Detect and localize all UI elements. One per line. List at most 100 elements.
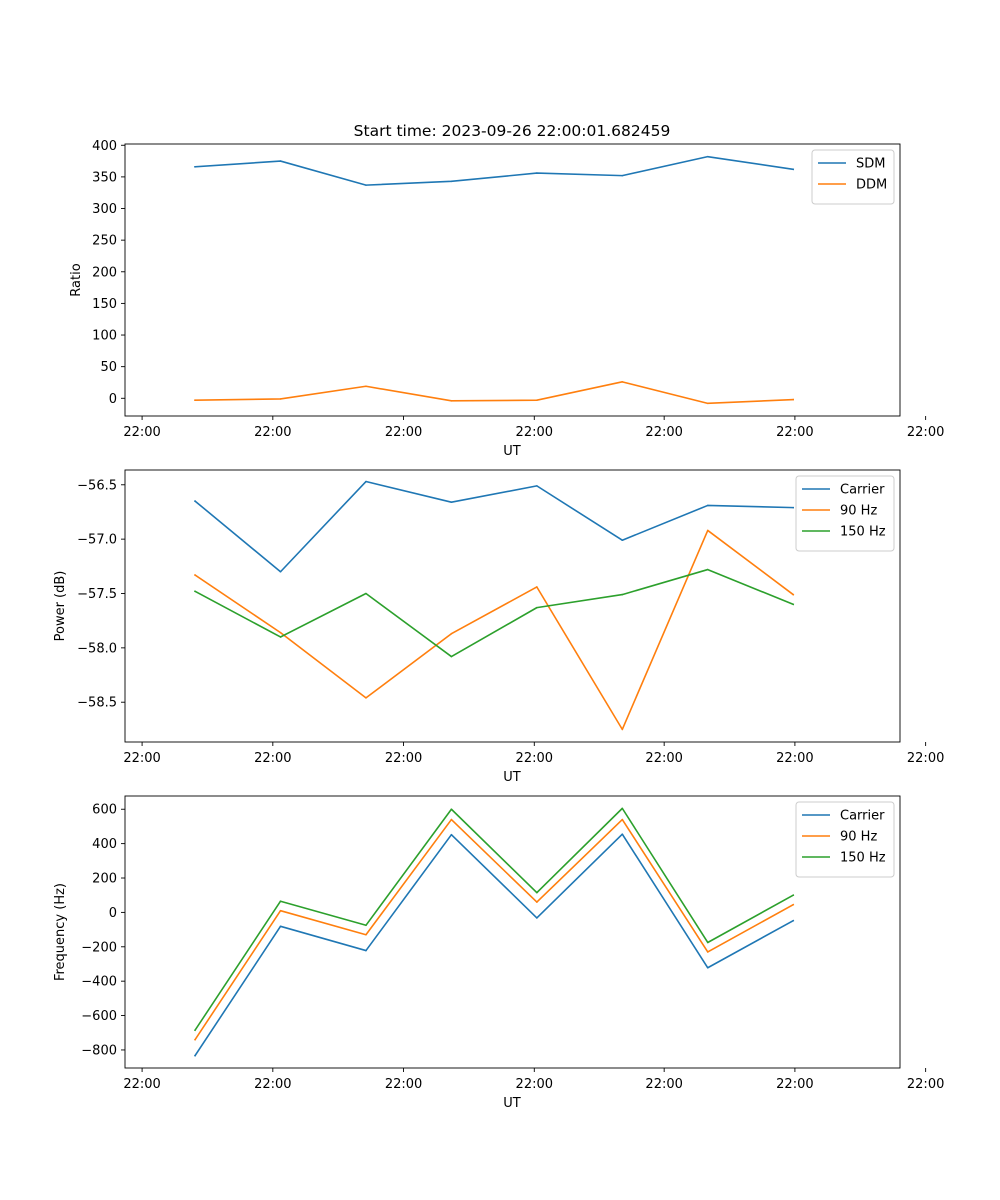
data-point bbox=[536, 399, 538, 401]
y-axis-label: Ratio bbox=[69, 263, 84, 296]
series-line-carrier bbox=[193, 833, 795, 1057]
data-point bbox=[706, 941, 709, 944]
series-line-90-hz bbox=[193, 529, 795, 731]
x-axis-label: UT bbox=[503, 770, 521, 785]
data-point bbox=[792, 919, 794, 922]
legend-label: DDM bbox=[856, 178, 887, 193]
x-tick-label: 22:00 bbox=[123, 751, 160, 766]
data-point bbox=[792, 398, 794, 401]
x-tick-label: 22:00 bbox=[254, 425, 291, 440]
data-point bbox=[450, 501, 453, 503]
data-point bbox=[279, 570, 282, 573]
y-tick-label: 100 bbox=[92, 329, 117, 344]
data-point bbox=[279, 631, 282, 634]
y-tick-label: −57.0 bbox=[77, 533, 117, 548]
y-tick-label: −200 bbox=[81, 940, 117, 955]
series-line-sdm bbox=[194, 155, 795, 186]
x-tick-label: 22:00 bbox=[516, 751, 553, 766]
data-point bbox=[365, 933, 367, 936]
x-tick-label: 22:00 bbox=[516, 425, 553, 440]
y-tick-label: 0 bbox=[109, 906, 117, 921]
plot-frame bbox=[124, 795, 901, 1069]
y-tick-label: 250 bbox=[92, 234, 117, 249]
data-point bbox=[450, 632, 453, 635]
y-tick-label: 400 bbox=[92, 837, 117, 852]
data-point bbox=[194, 1029, 196, 1031]
x-tick-label: 22:00 bbox=[907, 1077, 944, 1092]
series-line-150-hz bbox=[193, 568, 795, 658]
data-point bbox=[194, 399, 196, 401]
data-point bbox=[621, 539, 624, 542]
data-point bbox=[536, 917, 538, 919]
data-point bbox=[279, 160, 282, 162]
x-tick-label: 22:00 bbox=[254, 751, 291, 766]
data-point bbox=[621, 807, 624, 810]
data-point bbox=[194, 1054, 196, 1057]
legend-label: 90 Hz bbox=[840, 504, 877, 519]
data-point bbox=[450, 400, 453, 402]
data-point bbox=[792, 593, 794, 596]
y-tick-label: −58.0 bbox=[77, 641, 117, 656]
data-point bbox=[621, 818, 624, 821]
y-axis-label: Power (dB) bbox=[53, 571, 68, 642]
x-tick-label: 22:00 bbox=[645, 1077, 682, 1092]
data-point bbox=[792, 903, 794, 906]
y-tick-label: −57.5 bbox=[77, 587, 117, 602]
y-tick-label: −58.5 bbox=[77, 696, 117, 711]
y-tick-label: 350 bbox=[92, 170, 117, 185]
chart-panel-2: −56.5 −57.0 −57.5 −58.0 −58.5 22:00 22:00 22:00… bbox=[53, 469, 944, 785]
x-axis-label: UT bbox=[503, 1096, 521, 1111]
y-tick-label: −600 bbox=[81, 1009, 117, 1024]
data-point bbox=[621, 728, 624, 731]
series-line-90-hz bbox=[193, 818, 795, 1041]
data-point bbox=[279, 636, 282, 638]
data-point bbox=[536, 606, 538, 609]
data-point bbox=[706, 966, 709, 969]
data-point bbox=[279, 925, 282, 928]
legend-label: SDM bbox=[856, 157, 885, 172]
chart-panel-3: 600 400 200 0 −200 −400 −600 −800 22:00 22:00 22:0… bbox=[53, 795, 944, 1111]
legend-box bbox=[795, 475, 895, 552]
data-point bbox=[194, 500, 196, 502]
data-point bbox=[450, 833, 453, 836]
data-point bbox=[792, 168, 794, 171]
legend: Carrier 90 Hz 150 Hz bbox=[795, 475, 895, 552]
plot-frame bbox=[124, 469, 901, 743]
x-tick-label: 22:00 bbox=[385, 751, 422, 766]
x-tick-label: 22:00 bbox=[776, 751, 813, 766]
data-point bbox=[365, 480, 367, 483]
legend-label: Carrier bbox=[840, 809, 885, 824]
data-point bbox=[450, 655, 453, 658]
x-tick-label: 22:00 bbox=[254, 1077, 291, 1092]
data-point bbox=[706, 402, 709, 405]
data-point bbox=[621, 593, 624, 596]
y-tick-label: 300 bbox=[92, 202, 117, 217]
legend-label: Carrier bbox=[840, 483, 885, 498]
y-tick-label: 50 bbox=[100, 360, 117, 375]
data-point bbox=[365, 592, 367, 595]
data-point bbox=[792, 506, 794, 509]
legend-label: 150 Hz bbox=[840, 525, 886, 540]
figure-title: Start time: 2023-09-26 22:00:01.682459 bbox=[354, 122, 671, 140]
legend: SDM DDM bbox=[811, 149, 895, 205]
data-point bbox=[706, 155, 709, 158]
y-tick-label: 0 bbox=[109, 392, 117, 407]
legend-label: 150 Hz bbox=[840, 851, 886, 866]
data-point bbox=[621, 174, 624, 177]
series-line-150-hz bbox=[193, 807, 795, 1032]
y-tick-label: 150 bbox=[92, 297, 117, 312]
x-tick-label: 22:00 bbox=[385, 1077, 422, 1092]
x-tick-label: 22:00 bbox=[645, 751, 682, 766]
y-tick-label: 400 bbox=[92, 139, 117, 154]
data-point bbox=[279, 900, 282, 903]
legend-box bbox=[795, 801, 895, 878]
x-axis-label: UT bbox=[503, 444, 521, 459]
data-point bbox=[365, 949, 367, 952]
data-point bbox=[536, 172, 538, 174]
data-point bbox=[194, 590, 196, 593]
data-point bbox=[450, 180, 453, 183]
data-point bbox=[706, 568, 709, 571]
charts-container: 0 50 100 150 200 250 300 350 400 22:00 22:00 22:00 2… bbox=[53, 139, 944, 1111]
x-tick-label: 22:00 bbox=[516, 1077, 553, 1092]
